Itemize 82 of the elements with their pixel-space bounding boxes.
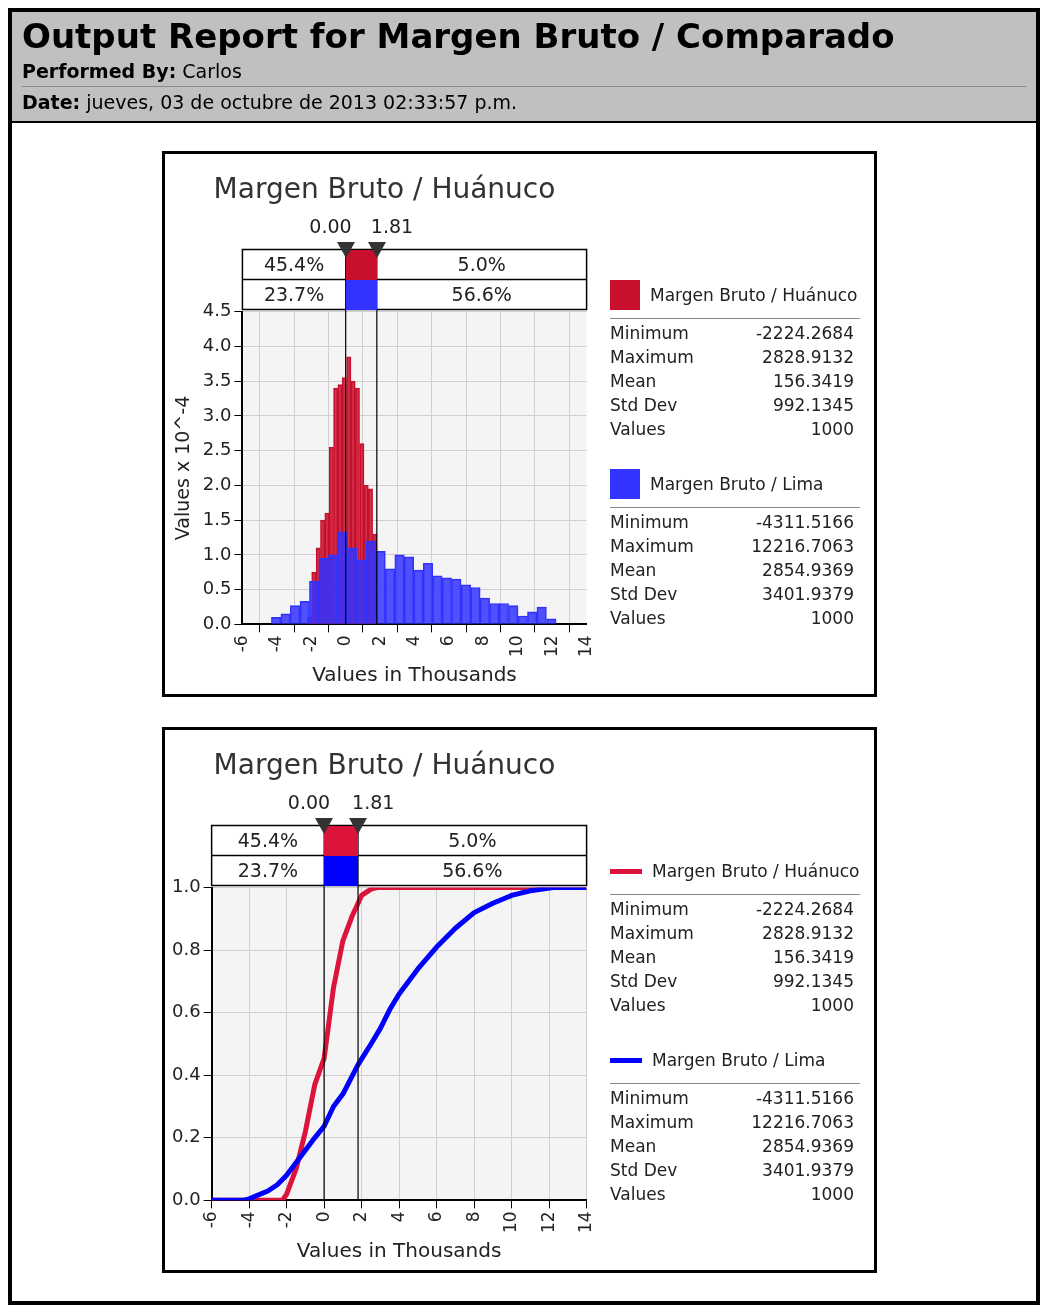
y-tick-label: 3.5	[202, 368, 232, 390]
y-tick-label: 0.0	[202, 612, 232, 634]
x-tick-label: 12	[540, 635, 561, 658]
x-tick-label: 12	[537, 1211, 558, 1234]
x-tick-label: 10	[500, 1211, 521, 1234]
x-axis-title: Values in Thousands	[312, 662, 517, 687]
x-tick-label: 0	[334, 635, 355, 647]
x-tick-label: 10	[506, 635, 527, 658]
text: Values 1000	[610, 995, 854, 1015]
text: Std Dev 992.1345	[610, 395, 854, 415]
ref-line-label: 1.81	[370, 214, 414, 237]
text: Performed By: Carlos	[22, 59, 243, 84]
text: Values 1000	[610, 1184, 854, 1204]
legend-label: Margen Bruto / Huánuco	[650, 285, 858, 305]
text: Date: jueves, 03 de octubre de 2013 02:33:57 p.m.	[22, 86, 1026, 117]
text: 45.4%	[263, 252, 325, 275]
text: Maximum 2828.9132	[610, 923, 854, 943]
chart-title: Margen Bruto / Huánuco	[213, 172, 556, 206]
x-tick-label: 14	[575, 635, 596, 658]
text: Mean 156.3419	[610, 371, 854, 391]
x-tick-label: -6	[200, 1211, 221, 1229]
y-tick-label: 2.5	[202, 438, 232, 460]
text: Output Report for Margen Bruto / Comparado	[22, 16, 896, 56]
y-tick-label: 4.0	[202, 334, 232, 356]
y-tick-label: 0.8	[171, 937, 201, 959]
text: Mean 156.3419	[610, 947, 854, 967]
text: 45.4%	[237, 828, 299, 851]
y-tick-label: 3.0	[202, 403, 232, 425]
x-tick-label: 6	[437, 635, 458, 647]
y-tick-label: 1.0	[171, 875, 201, 897]
x-tick-label: 4	[387, 1211, 408, 1223]
x-tick-label: 8	[462, 1211, 483, 1223]
text: Std Dev 3401.9379	[610, 1160, 854, 1180]
x-tick-label: -2	[299, 635, 320, 653]
chart-title: Margen Bruto / Huánuco	[213, 748, 556, 782]
y-axis-title: Values x 10^-4	[171, 395, 194, 541]
text: Mean 2854.9369	[610, 560, 854, 580]
x-tick-label: -4	[265, 635, 286, 653]
x-tick-label: 2	[368, 635, 389, 647]
y-tick-label: 1.0	[202, 542, 232, 564]
text: 5.0%	[457, 252, 506, 275]
y-tick-label: 1.5	[202, 507, 232, 529]
x-tick-label: 4	[402, 635, 423, 647]
text: Minimum -2224.2684	[610, 899, 854, 919]
text: Maximum 12216.7063	[610, 1112, 854, 1132]
text: Minimum -4311.5166	[610, 512, 854, 532]
text: Minimum -4311.5166	[610, 1088, 854, 1108]
ref-line-label: 0.00	[287, 790, 331, 813]
legend-label: Margen Bruto / Lima	[650, 474, 824, 494]
x-tick-label: -4	[237, 1211, 258, 1229]
x-axis-title: Values in Thousands	[296, 1238, 502, 1263]
x-tick-label: 0	[312, 1211, 333, 1223]
x-tick-label: 2	[350, 1211, 371, 1223]
text: 23.7%	[237, 858, 299, 881]
text: Minimum -2224.2684	[610, 323, 854, 343]
x-tick-label: -6	[230, 635, 251, 653]
text: Std Dev 3401.9379	[610, 584, 854, 604]
x-tick-label: -2	[275, 1211, 296, 1229]
x-tick-label: 8	[471, 635, 492, 647]
y-tick-label: 0.4	[171, 1062, 201, 1084]
text: Maximum 12216.7063	[610, 536, 854, 556]
text: Std Dev 992.1345	[610, 971, 854, 991]
y-tick-label: 4.5	[202, 299, 232, 321]
legend-label: Margen Bruto / Huánuco	[652, 861, 860, 881]
legend-label: Margen Bruto / Lima	[652, 1050, 826, 1070]
y-tick-label: 0.6	[171, 1000, 201, 1022]
x-tick-label: 14	[575, 1211, 596, 1234]
text: Values 1000	[610, 419, 854, 439]
y-tick-label: 0.0	[171, 1188, 201, 1210]
x-tick-label: 6	[425, 1211, 446, 1223]
text: Maximum 2828.9132	[610, 347, 854, 367]
text: Values 1000	[610, 608, 854, 628]
text: 23.7%	[263, 282, 325, 305]
y-tick-label: 0.5	[202, 577, 232, 599]
ref-line-label: 0.00	[309, 214, 352, 237]
text: Mean 2854.9369	[610, 1136, 854, 1156]
text: 5.0%	[448, 828, 497, 851]
ref-line-label: 1.81	[352, 790, 395, 813]
text: 56.6%	[442, 858, 503, 881]
y-tick-label: 2.0	[202, 473, 232, 495]
y-tick-label: 0.2	[171, 1125, 201, 1147]
text: 56.6%	[451, 282, 512, 305]
